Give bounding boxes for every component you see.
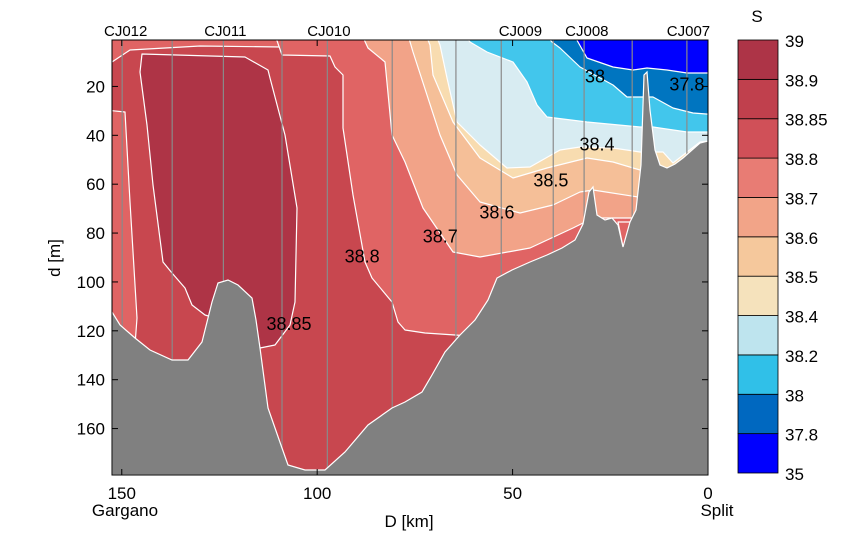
contour-label: 38.6: [479, 203, 514, 223]
x-tick-label: 100: [303, 484, 331, 503]
colorbar-bin: [737, 157, 779, 198]
colorbar-label: 39: [785, 32, 804, 51]
contour-label: 38.85: [267, 314, 312, 334]
colorbar-label: 38.9: [785, 71, 818, 90]
station-label: CJ008: [565, 23, 608, 40]
station-label: CJ010: [307, 23, 350, 40]
y-tick-label: 120: [77, 322, 105, 341]
bathymetry: [112, 70, 708, 475]
contour-labels: 38.85 38.8 38.7 38.6 38.5 38.4 38 37.8: [267, 66, 705, 333]
colorbar-label: 38.8: [785, 150, 818, 169]
x-axis-label: D [km]: [384, 512, 433, 531]
y-tick-label: 60: [86, 175, 105, 194]
contour-label: 37.8: [669, 75, 704, 95]
band-left-38.7-38.8: [112, 110, 138, 346]
contour-label: 38: [585, 66, 605, 86]
station-label: CJ012: [104, 23, 147, 40]
x-tick-label: 0: [703, 484, 712, 503]
colorbar-bin: [737, 118, 779, 159]
colorbar-bin: [737, 197, 779, 238]
station-label: CJ009: [499, 23, 542, 40]
contour-label: 38.4: [579, 135, 614, 155]
colorbar-label: 35: [785, 465, 804, 484]
colorbar-label: 38.7: [785, 189, 818, 208]
colorbar-title: S: [751, 7, 762, 26]
colorbar-bin: [737, 393, 779, 435]
colorbar-label: 38.6: [785, 229, 818, 248]
y-tick-label: 20: [86, 77, 105, 96]
contour-label: 38.5: [533, 171, 568, 191]
colorbar-label: 38.2: [785, 347, 818, 366]
colorbar-bin: [737, 433, 779, 474]
y-tick-label: 160: [77, 420, 105, 439]
y-tick-label: 40: [86, 126, 105, 145]
contour-label: 38.8: [345, 247, 380, 267]
plot-frame: [111, 39, 709, 476]
x-end-label-left: Gargano: [92, 501, 158, 520]
station-label: CJ011: [204, 23, 246, 40]
y-tick-label: 100: [77, 273, 105, 292]
station-label: CJ007: [667, 23, 710, 40]
axis-ticks: 150 100 50 0 20 40 60 80 100 120 140 160: [77, 40, 713, 503]
x-tick-label: 50: [503, 484, 522, 503]
y-tick-label: 80: [86, 224, 105, 243]
colorbar-label: 38.85: [785, 111, 828, 130]
colorbar-label: 38: [785, 386, 804, 405]
y-tick-label: 140: [77, 371, 105, 390]
band-surface-38.7-38.8: [112, 40, 285, 63]
station-labels: CJ012 CJ011 CJ010 CJ009 CJ008 CJ007: [104, 23, 710, 40]
colorbar-bin: [737, 78, 779, 120]
colorbar-bin: [737, 275, 779, 316]
colorbar-bin: [737, 236, 779, 277]
contour-label: 38.7: [423, 227, 458, 247]
x-tick-label: 150: [108, 484, 136, 503]
colorbar-label: 38.4: [785, 308, 818, 327]
contour-field: 38.85 38.8 38.7 38.6 38.5 38.4 38 37.8: [112, 40, 708, 475]
colorbar-bin: [737, 315, 779, 356]
colorbar-label: 37.8: [785, 426, 818, 445]
colorbar: 35 37.8 38 38.2 38.4 38.5 38.6 38.7 38.8 38.85 38.…: [737, 32, 828, 484]
colorbar-bin: [737, 39, 779, 80]
y-axis-label: d [m]: [45, 239, 64, 277]
colorbar-bin: [737, 354, 779, 395]
colorbar-label: 38.5: [785, 268, 818, 287]
x-end-label-right: Split: [700, 501, 733, 520]
